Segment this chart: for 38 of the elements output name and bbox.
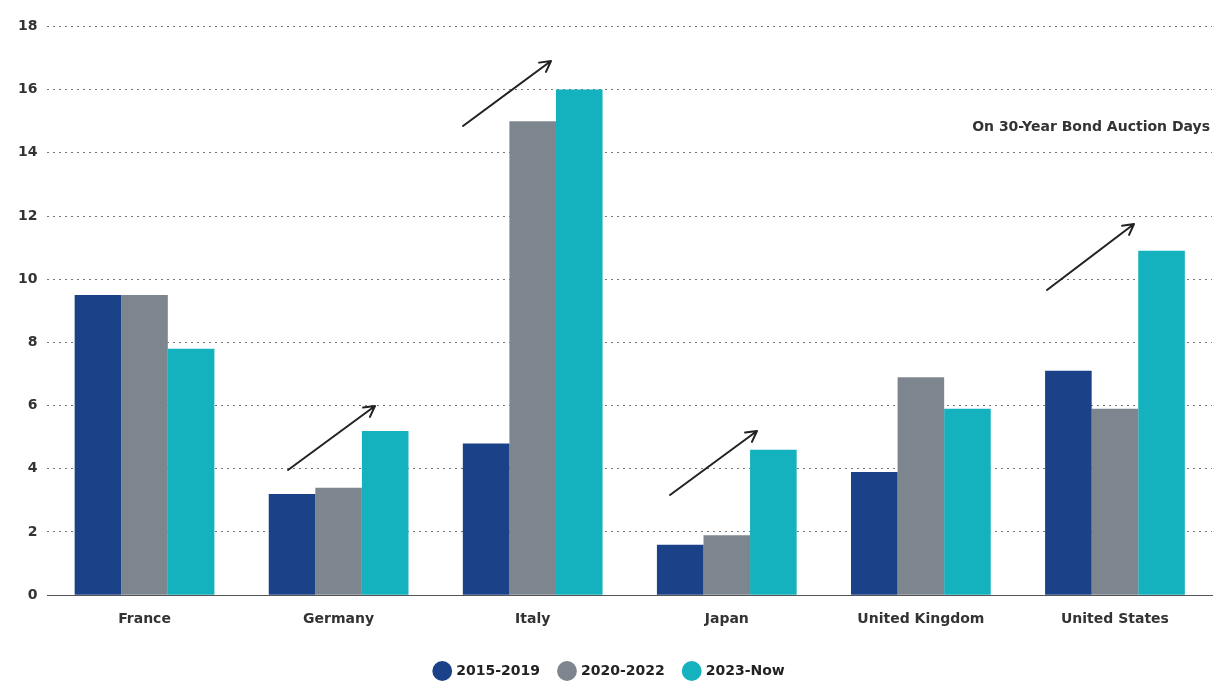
bar <box>703 535 751 595</box>
bar <box>1091 408 1139 595</box>
bar <box>656 544 704 595</box>
bar <box>462 443 510 595</box>
bar <box>74 295 122 595</box>
y-tick-label: 2 <box>27 522 38 539</box>
bar <box>944 408 991 595</box>
annotation: On 30-Year Bond Auction Days <box>972 118 1210 135</box>
bar <box>509 121 556 595</box>
legend-label: 2023-Now <box>705 661 785 678</box>
x-tick-label: United States <box>1060 610 1169 627</box>
x-tick-label: Germany <box>303 610 375 627</box>
bar <box>1045 370 1092 595</box>
y-tick-label: 12 <box>18 206 38 223</box>
y-tick-label: 16 <box>18 80 38 97</box>
y-tick-label: 14 <box>18 143 38 160</box>
y-tick-label: 6 <box>27 396 38 413</box>
y-tick-label: 18 <box>18 17 38 34</box>
legend-label: 2020-2022 <box>580 661 665 678</box>
x-tick-label: Italy <box>515 610 551 627</box>
bar <box>315 487 362 595</box>
y-tick-label: 0 <box>27 585 38 602</box>
bar <box>851 471 898 595</box>
bar <box>121 295 168 595</box>
x-tick-label: France <box>118 610 171 627</box>
x-tick-label: United Kingdom <box>857 610 985 627</box>
y-tick-label: 10 <box>18 269 38 286</box>
bar <box>750 449 797 595</box>
x-tick-label: Japan <box>703 610 749 627</box>
bar <box>555 89 603 595</box>
y-tick-label: 8 <box>27 333 38 350</box>
bar <box>361 430 409 595</box>
bar <box>1138 250 1185 595</box>
bar <box>268 494 316 595</box>
legend-label: 2015-2019 <box>456 661 540 678</box>
bar <box>167 348 215 595</box>
y-tick-label: 4 <box>27 459 38 476</box>
bar <box>897 377 945 595</box>
